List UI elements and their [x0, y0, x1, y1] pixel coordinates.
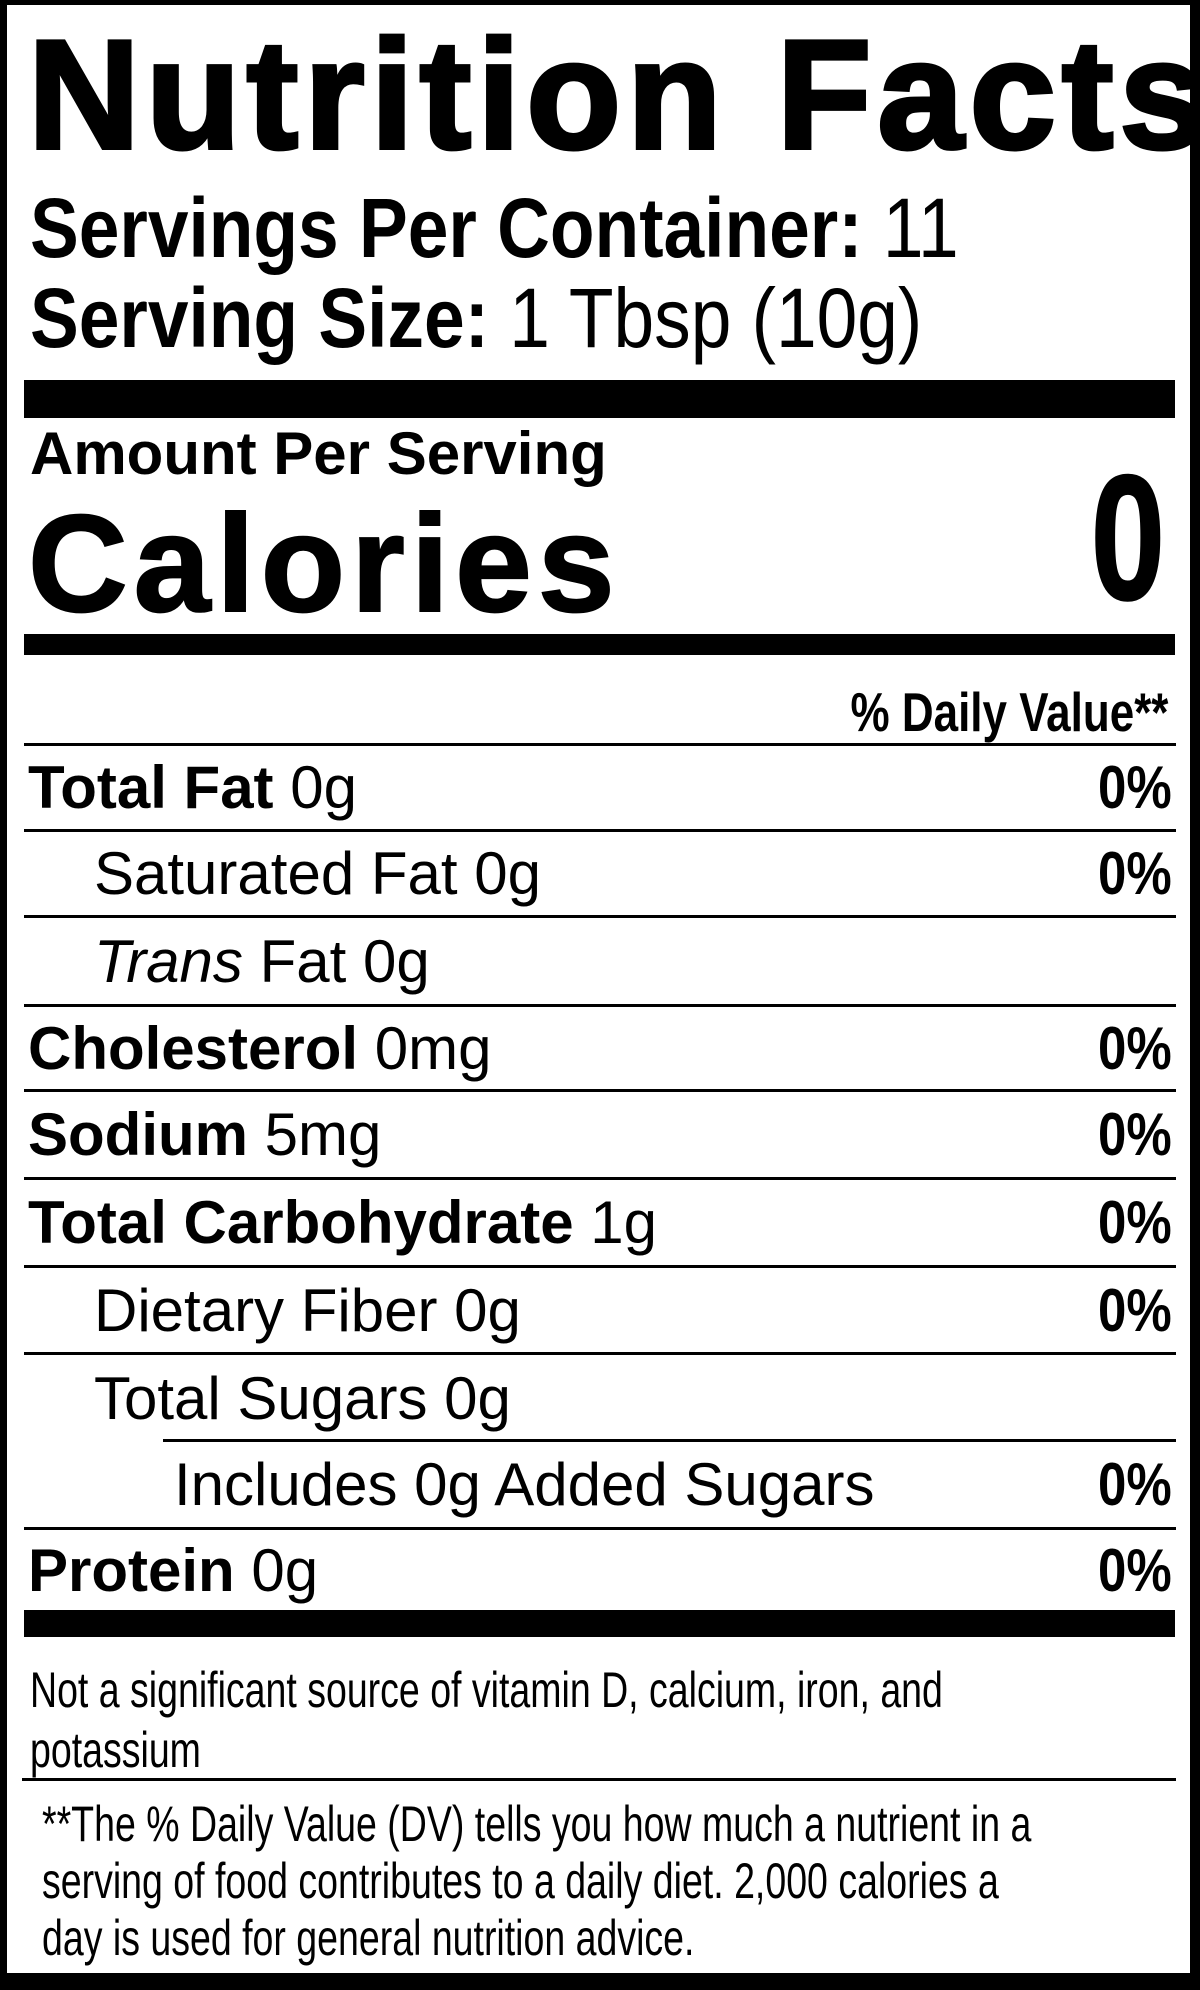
servings-per-container-line: Servings Per Container: 11: [30, 186, 1097, 270]
daily-value: 0%: [1098, 1536, 1172, 1604]
calories-label: Calories: [27, 487, 621, 641]
daily-value: 0%: [1098, 1276, 1172, 1344]
servings-per-container-value: 11: [862, 181, 959, 275]
row-total-sugars: Total Sugars 0g: [24, 1355, 1176, 1442]
amount-per-serving-label: Amount Per Serving: [30, 420, 607, 487]
serving-size-value: 1 Tbsp (10g): [488, 271, 923, 365]
row-total-carbohydrate: Total Carbohydrate 1g 0%: [24, 1180, 1176, 1268]
nutrient-name: Saturated Fat 0g: [94, 840, 541, 907]
row-protein: Protein 0g 0%: [24, 1530, 1176, 1610]
not-significant-note: Not a significant source of vitamin D, c…: [30, 1662, 943, 1778]
serving-size-label: Serving Size:: [30, 271, 489, 365]
nutrient-table: Total Fat 0g 0% Saturated Fat 0g 0% Tran…: [24, 743, 1176, 1610]
servings-per-container-label: Servings Per Container:: [30, 181, 863, 275]
row-cholesterol: Cholesterol 0mg 0%: [24, 1007, 1176, 1092]
row-sodium: Sodium 5mg 0%: [24, 1092, 1176, 1180]
row-saturated-fat: Saturated Fat 0g 0%: [24, 832, 1176, 918]
nutrient-name: Total Sugars 0g: [94, 1365, 511, 1432]
thick-divider-calories: [24, 634, 1175, 655]
daily-value: 0%: [1098, 1101, 1172, 1168]
serving-size-text: Serving Size: 1 Tbsp (10g): [30, 276, 922, 360]
footnote-divider: [22, 1778, 1176, 1781]
row-dietary-fiber: Dietary Fiber 0g 0%: [24, 1268, 1176, 1355]
nutrient-name: Cholesterol 0mg: [28, 1014, 492, 1082]
thick-divider-bottom: [24, 1610, 1175, 1637]
daily-value: 0%: [1098, 754, 1172, 821]
daily-value: 0%: [1098, 1014, 1172, 1082]
daily-value: 0%: [1098, 1189, 1172, 1256]
nutrient-name: Trans Fat 0g: [94, 927, 430, 995]
daily-value: 0%: [1098, 1451, 1172, 1518]
daily-value-header: % Daily Value**: [850, 681, 1168, 743]
row-added-sugars: Includes 0g Added Sugars 0%: [24, 1442, 1176, 1530]
nutrient-name: Dietary Fiber 0g: [94, 1276, 521, 1344]
daily-value: 0%: [1098, 840, 1172, 907]
nutrient-name: Protein 0g: [28, 1536, 319, 1604]
label-title: Nutrition Facts: [26, 8, 1200, 181]
servings-per-container-text: Servings Per Container: 11: [30, 186, 959, 270]
indented-rule: [163, 1439, 1176, 1442]
daily-value-footnote: **The % Daily Value (DV) tells you how m…: [42, 1796, 1032, 1966]
thick-divider-top: [24, 380, 1175, 418]
nutrient-name: Total Fat 0g: [28, 754, 357, 821]
row-total-fat: Total Fat 0g 0%: [24, 746, 1176, 832]
serving-size-line: Serving Size: 1 Tbsp (10g): [30, 276, 1056, 360]
row-trans-fat: Trans Fat 0g: [24, 918, 1176, 1007]
nutrient-name: Total Carbohydrate 1g: [28, 1189, 658, 1256]
nutrient-name: Sodium 5mg: [28, 1101, 382, 1168]
calories-value: 0: [1090, 438, 1166, 637]
nutrient-name: Includes 0g Added Sugars: [174, 1451, 875, 1518]
